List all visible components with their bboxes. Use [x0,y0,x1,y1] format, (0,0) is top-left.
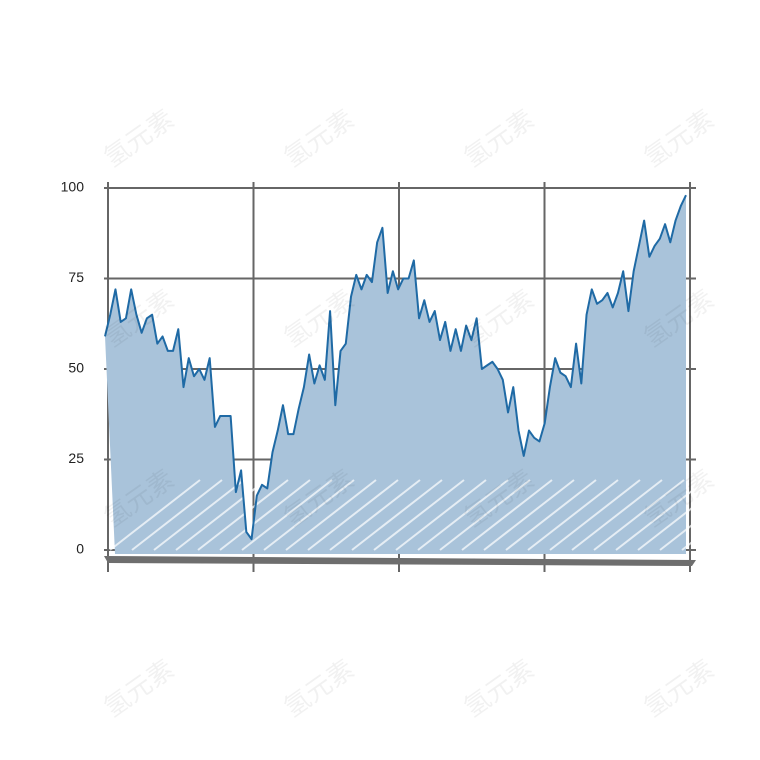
y-tick-label: 25 [68,450,84,466]
sketch-stroke [725,522,760,551]
sketch-stroke [417,479,509,551]
sketch-stroke [395,479,487,551]
sketch-stroke [461,479,553,551]
sketch-stroke [197,479,289,551]
sketch-stroke [241,479,333,551]
area-line [104,194,687,541]
sketch-stroke [153,479,245,551]
sketch-stroke [307,479,399,551]
sketch-stroke [483,479,575,551]
sketch-stroke [175,479,267,551]
sketch-stroke [351,479,443,551]
sketch-stroke [703,505,760,551]
watermark: 氢元素 [458,284,539,353]
y-tick-label: 75 [68,269,84,285]
watermark: 氢元素 [458,104,539,173]
sketch-stroke [615,479,707,551]
sketch-stroke [549,479,641,551]
sketch-stroke [219,479,311,551]
watermark: 氢元素 [278,104,359,173]
sketch-stroke [263,479,355,551]
sketch-stroke [109,479,201,551]
y-tick-label: 50 [68,360,84,376]
x-axis-bar [104,556,696,566]
sketch-stroke [681,488,760,551]
sketch-stroke [659,479,751,551]
watermark: 氢元素 [98,104,179,173]
sketch-stroke [571,479,663,551]
sketch-stroke [593,479,685,551]
sketch-stroke [637,479,729,551]
sketch-stroke [527,479,619,551]
sketch-stroke [505,479,597,551]
y-tick-label: 0 [76,541,84,557]
sketch-stroke [131,479,223,551]
y-tick-label: 100 [61,179,85,195]
watermark: 氢元素 [278,654,359,723]
watermark: 氢元素 [638,104,719,173]
sketch-stroke [329,479,421,551]
sketch-stroke [285,479,377,551]
sketch-stroke [439,479,531,551]
watermark: 氢元素 [458,654,539,723]
watermark: 氢元素 [638,654,719,723]
area-fill [105,195,686,555]
watermark: 氢元素 [98,654,179,723]
sketch-stroke [373,479,465,551]
